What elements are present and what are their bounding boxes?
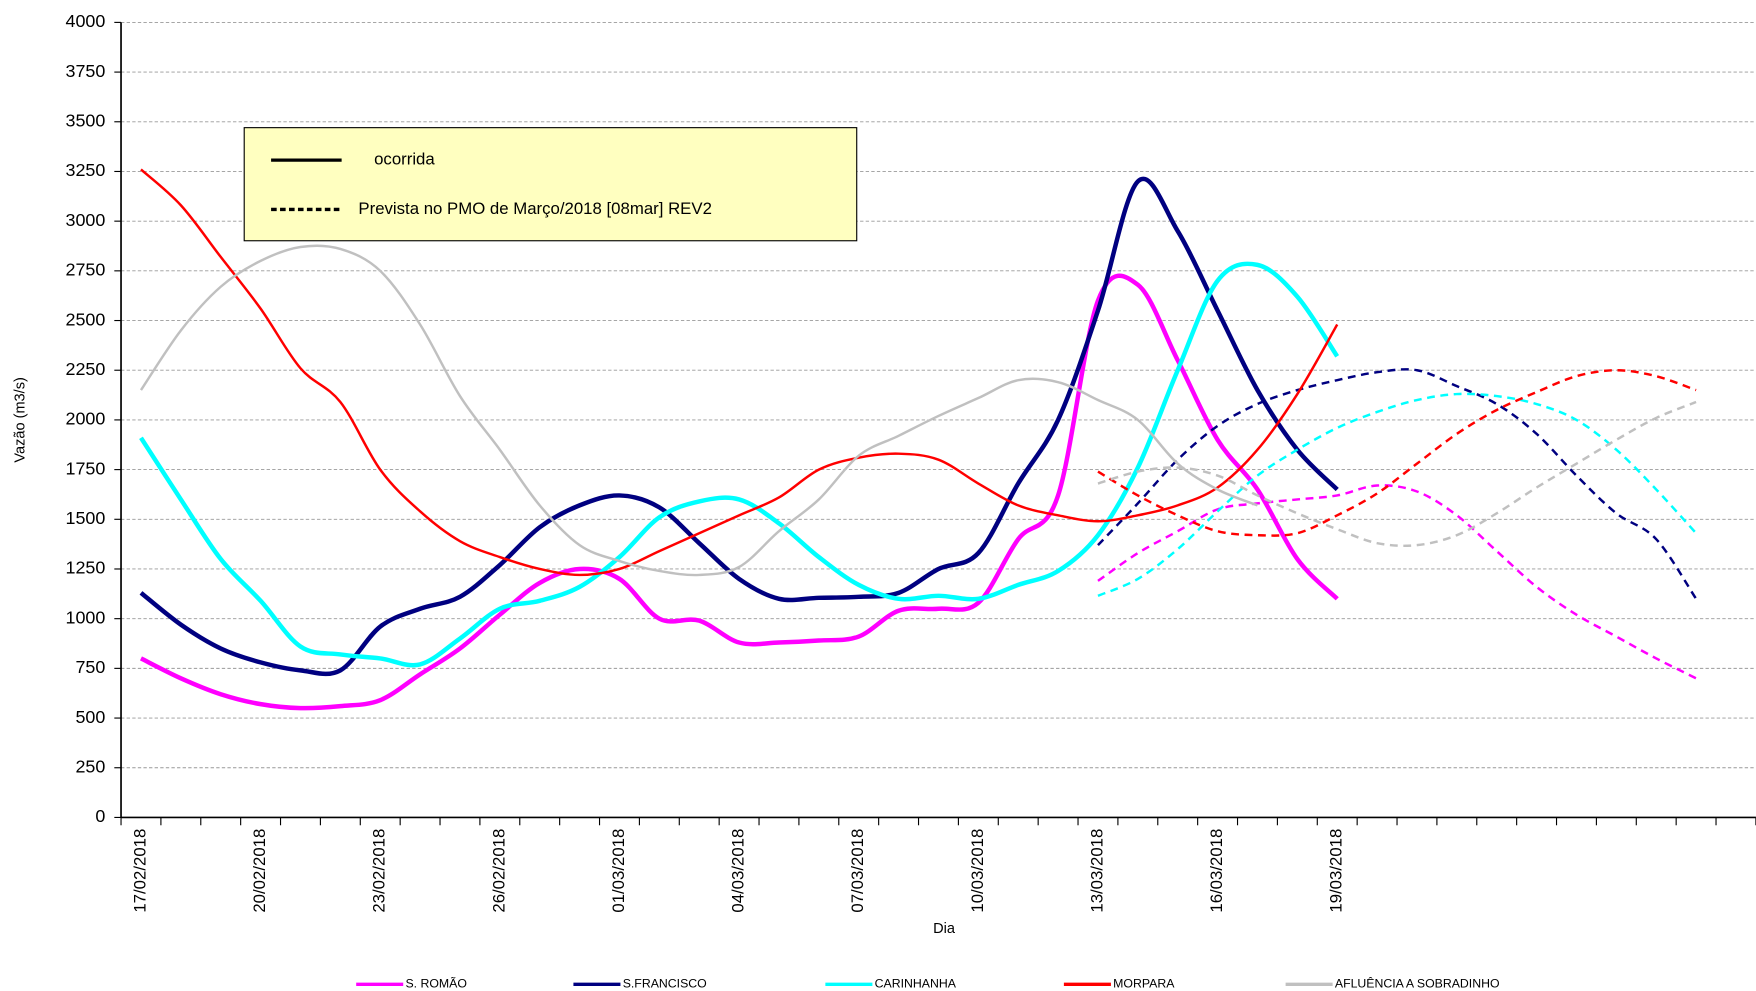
x-tick-label: 26/02/2018	[489, 829, 508, 913]
legend-label: AFLUÊNCIA A SOBRADINHO	[1335, 976, 1500, 991]
forecast-line	[1097, 368, 1697, 537]
x-tick-label: 20/02/2018	[250, 829, 269, 913]
x-tick-label: 04/03/2018	[729, 829, 748, 913]
y-tick-label: 3750	[66, 61, 106, 81]
y-tick-label: 750	[75, 657, 105, 677]
x-tick-label: 19/03/2018	[1327, 829, 1346, 913]
line	[139, 176, 1339, 677]
forecast-line	[1097, 400, 1697, 548]
forecast-line	[1097, 392, 1698, 597]
y-tick-label: 2000	[66, 409, 106, 429]
x-tick-label: 07/03/2018	[848, 829, 867, 913]
x-tick-label: 23/02/2018	[370, 829, 389, 913]
legend-label: CARINHANHA	[875, 977, 957, 991]
line	[139, 261, 1340, 668]
y-tick-label: 1750	[66, 458, 106, 478]
y-tick-label: 0	[95, 806, 105, 826]
forecast-line	[1097, 484, 1697, 680]
legend-label: MORPARA	[1113, 977, 1175, 991]
y-tick-label: 500	[75, 707, 105, 727]
x-tick-label: 10/03/2018	[968, 829, 987, 913]
x-tick-label: 01/03/2018	[609, 829, 628, 913]
line	[139, 273, 1339, 711]
x-tick-label: 13/03/2018	[1087, 829, 1106, 913]
y-tick-label: 3250	[66, 160, 106, 180]
y-tick-label: 1500	[66, 508, 106, 528]
y-tick-label: 4000	[66, 11, 106, 31]
y-axis-label: Vazão (m3/s)	[13, 377, 29, 462]
y-tick-label: 3500	[66, 111, 106, 131]
y-tick-label: 250	[75, 756, 105, 776]
forecast-line	[1097, 368, 1698, 600]
x-tick-label: 17/02/2018	[130, 829, 149, 913]
y-tick-label: 2750	[66, 260, 106, 280]
style-legend-label: Prevista no PMO de Março/2018 [08mar] RE…	[358, 199, 712, 218]
y-tick-label: 1250	[66, 558, 106, 578]
line	[139, 244, 1258, 577]
legend-label: S. ROMÃO	[405, 977, 467, 991]
legend: ocorrida Prevista no PMO de Março/2018 [0…	[271, 150, 1500, 991]
y-tick-label: 3000	[66, 210, 106, 230]
y-tick-label: 1000	[66, 607, 106, 627]
style-legend-box	[243, 127, 858, 242]
style-legend-label: ocorrida	[374, 150, 435, 169]
x-tick-label: 16/03/2018	[1207, 829, 1226, 913]
line	[140, 168, 1339, 577]
y-tick-label: 2500	[66, 309, 106, 329]
legend-label: S.FRANCISCO	[623, 977, 707, 991]
y-tick-label: 2250	[66, 359, 106, 379]
x-axis-label: Dia	[933, 921, 956, 937]
lines	[139, 168, 1698, 711]
